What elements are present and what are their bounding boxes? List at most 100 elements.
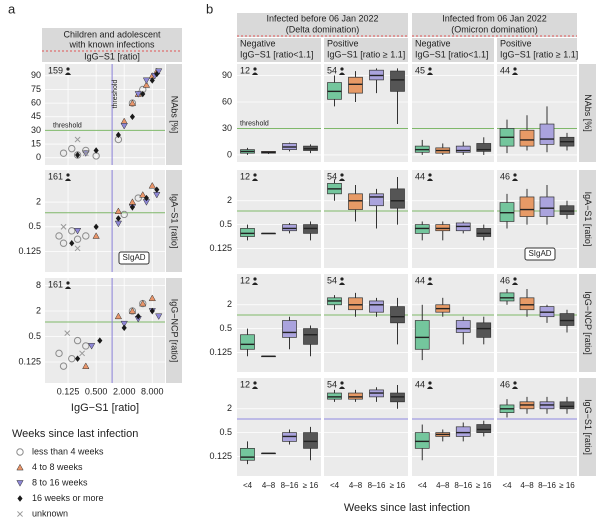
point	[129, 113, 135, 120]
header: Children and adolescent	[63, 29, 161, 39]
y-tick-label: 90	[222, 70, 232, 80]
panel-background	[497, 378, 577, 476]
row-strip	[579, 274, 596, 372]
person-icon	[339, 178, 345, 181]
x-tick-label: ≥ 16	[303, 481, 319, 490]
n-label: 54	[327, 275, 337, 285]
x-tick-label: 8.000	[141, 386, 164, 396]
legend-symbol	[16, 463, 24, 471]
person-icon	[513, 381, 517, 385]
point	[75, 355, 81, 362]
y-tick-label: 45	[31, 111, 41, 121]
x-tick-label: 8–16	[368, 481, 386, 490]
person-icon	[66, 173, 70, 177]
point	[68, 145, 76, 153]
group-strip	[237, 13, 408, 37]
x-tick-label: <4	[502, 481, 512, 490]
y-tick-label: 0.5	[219, 219, 232, 229]
n-label: 45	[415, 65, 425, 75]
point	[73, 336, 82, 345]
panel-label: b	[206, 1, 213, 16]
point	[129, 203, 135, 211]
person-icon	[513, 277, 517, 281]
y-tick-label: 0.125	[209, 347, 232, 357]
point	[154, 186, 160, 193]
y-tick-label: 60	[222, 96, 232, 106]
point	[82, 232, 90, 240]
box	[519, 196, 535, 217]
point	[148, 181, 156, 189]
person-icon	[427, 72, 433, 75]
panel-background	[412, 170, 494, 268]
n-label: 159	[48, 65, 63, 75]
y-tick-label: 15	[31, 138, 41, 148]
header: with known infections	[68, 39, 155, 49]
sub-strip	[412, 38, 494, 62]
subheader: IgG−S1 [ratio]	[84, 51, 140, 61]
point	[135, 313, 141, 320]
x-tick-label: 8–16	[454, 481, 472, 490]
point	[139, 191, 147, 198]
box	[240, 228, 255, 237]
x-tick-label: 4–8	[520, 481, 534, 490]
box	[303, 328, 318, 345]
sub-title: IgG−S1 [ratio<1.1]	[240, 49, 314, 59]
box	[559, 401, 575, 410]
box	[282, 224, 297, 232]
y-tick-label: 90	[31, 70, 41, 80]
person-icon	[253, 381, 257, 385]
x-title: Weeks since last infection	[344, 502, 470, 514]
panel-background	[237, 378, 321, 476]
point	[93, 223, 99, 231]
point	[60, 223, 67, 230]
box	[240, 334, 255, 350]
x-tick-label: 8–16	[538, 481, 556, 490]
row-strip	[579, 170, 596, 268]
row-label: NAbs [%]	[583, 94, 593, 132]
box	[390, 70, 405, 92]
box	[348, 297, 363, 311]
person-icon	[340, 381, 344, 385]
person-icon	[252, 282, 258, 285]
row-label: IgG−NCP [ratio]	[170, 299, 180, 363]
annotation-box	[118, 251, 150, 265]
box	[369, 300, 384, 313]
person-icon	[66, 281, 70, 285]
y-tick-label: 0.5	[219, 323, 232, 333]
person-icon	[427, 178, 433, 181]
x-tick-label: 8–16	[281, 481, 299, 490]
point	[92, 232, 100, 239]
y-tick-label: 0.5	[28, 331, 41, 341]
person-icon	[428, 381, 432, 385]
y-tick-label: 2	[36, 196, 41, 206]
y-tick-label: 2	[36, 305, 41, 315]
n-label: 161	[48, 171, 63, 181]
row-strip	[166, 64, 182, 165]
panel-background	[237, 274, 321, 372]
box	[519, 297, 535, 311]
y-tick-label: 30	[31, 125, 41, 135]
n-label: 12	[240, 379, 250, 389]
annotation-box	[524, 247, 556, 261]
point	[154, 70, 160, 78]
sub-strip	[497, 38, 577, 62]
person-icon	[253, 173, 257, 177]
n-label: 46	[500, 275, 510, 285]
panel-background	[497, 64, 577, 162]
row-label: IgA−S1 [ratio]	[170, 194, 180, 249]
point	[82, 362, 90, 369]
person-icon	[428, 173, 432, 177]
point	[59, 362, 68, 370]
point	[128, 99, 137, 106]
row-strip	[579, 378, 596, 476]
box	[539, 196, 555, 217]
panel-background	[237, 64, 321, 162]
sub-title: Positive	[327, 38, 359, 48]
n-label: 46	[500, 379, 510, 389]
n-label: 44	[415, 171, 425, 181]
point	[139, 299, 147, 307]
legend-label: 4 to 8 weeks	[32, 462, 83, 472]
y-tick-label: 2	[227, 195, 232, 205]
group-title: Infected from 06 Jan 2022	[442, 13, 547, 23]
point	[74, 245, 81, 252]
